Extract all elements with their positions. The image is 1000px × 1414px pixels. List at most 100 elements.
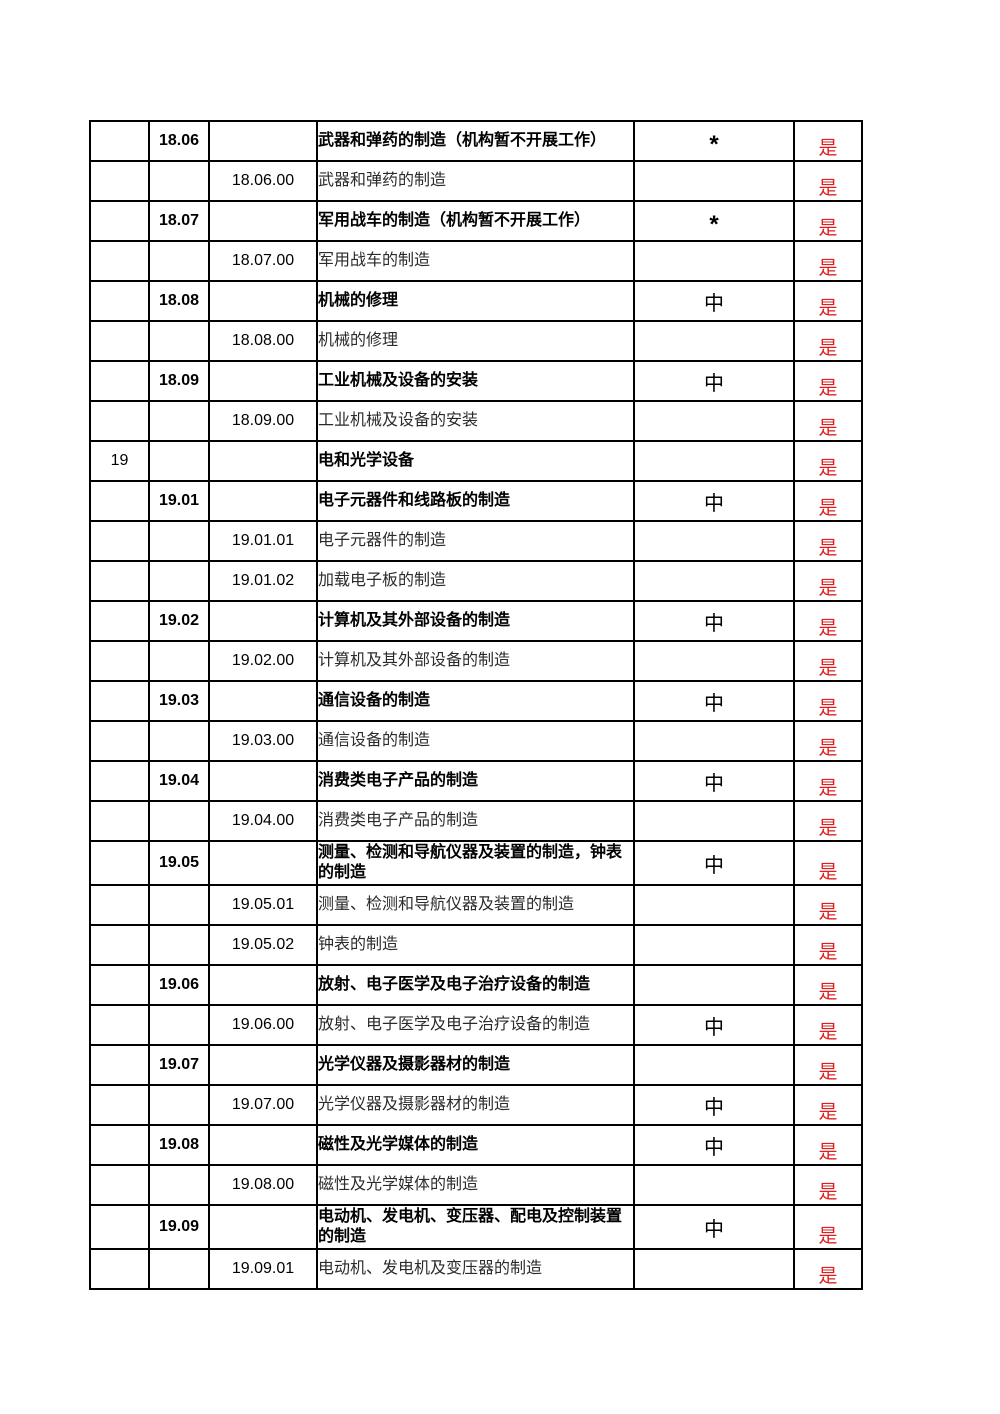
table-row: 19.02.00 计算机及其外部设备的制造 是 bbox=[89, 640, 863, 682]
applicable-flag-cell: 是 bbox=[793, 480, 863, 522]
applicable-flag-cell: 是 bbox=[793, 560, 863, 602]
description-cell: 工业机械及设备的安装 bbox=[316, 360, 635, 402]
subcategory-code-cell: 19.02.00 bbox=[208, 640, 318, 682]
subcategory-code-cell bbox=[208, 964, 318, 1006]
section-code-cell bbox=[89, 400, 150, 442]
category-code-cell bbox=[148, 640, 210, 682]
risk-level-cell bbox=[633, 800, 795, 842]
table-row: 19.04 消费类电子产品的制造 中 是 bbox=[89, 760, 863, 802]
description-cell: 消费类电子产品的制造 bbox=[316, 760, 635, 802]
table-row: 19.01.02 加载电子板的制造 是 bbox=[89, 560, 863, 602]
section-code-cell bbox=[89, 964, 150, 1006]
subcategory-code-cell bbox=[208, 840, 318, 886]
table-row: 19.01.01 电子元器件的制造 是 bbox=[89, 520, 863, 562]
description-cell: 军用战车的制造（机构暂不开展工作） bbox=[316, 200, 635, 242]
table-row: 18.07 军用战车的制造（机构暂不开展工作） * 是 bbox=[89, 200, 863, 242]
category-code-cell bbox=[148, 1004, 210, 1046]
category-code-cell: 18.06 bbox=[148, 120, 210, 162]
risk-level-cell bbox=[633, 964, 795, 1006]
description-cell: 电动机、发电机及变压器的制造 bbox=[316, 1248, 635, 1290]
category-code-cell: 19.03 bbox=[148, 680, 210, 722]
description-cell: 消费类电子产品的制造 bbox=[316, 800, 635, 842]
applicable-flag-cell: 是 bbox=[793, 1248, 863, 1290]
risk-level-cell bbox=[633, 1044, 795, 1086]
category-code-cell bbox=[148, 560, 210, 602]
description-cell: 工业机械及设备的安装 bbox=[316, 400, 635, 442]
subcategory-code-cell bbox=[208, 1204, 318, 1250]
subcategory-code-cell bbox=[208, 120, 318, 162]
description-cell: 武器和弹药的制造 bbox=[316, 160, 635, 202]
category-code-cell bbox=[148, 1248, 210, 1290]
description-cell: 测量、检测和导航仪器及装置的制造 bbox=[316, 884, 635, 926]
table-row: 19.02 计算机及其外部设备的制造 中 是 bbox=[89, 600, 863, 642]
subcategory-code-cell bbox=[208, 280, 318, 322]
applicable-flag-cell: 是 bbox=[793, 1204, 863, 1250]
section-code-cell bbox=[89, 840, 150, 886]
table-row: 19.05.02 钟表的制造 是 bbox=[89, 924, 863, 966]
category-code-cell bbox=[148, 884, 210, 926]
subcategory-code-cell: 19.06.00 bbox=[208, 1004, 318, 1046]
table-row: 19.09 电动机、发电机、变压器、配电及控制装置的制造 中 是 bbox=[89, 1204, 863, 1250]
description-cell: 电子元器件的制造 bbox=[316, 520, 635, 562]
risk-level-cell: * bbox=[633, 120, 795, 162]
risk-level-cell bbox=[633, 560, 795, 602]
section-code-cell bbox=[89, 600, 150, 642]
section-code-cell bbox=[89, 280, 150, 322]
table-row: 18.08.00 机械的修理 是 bbox=[89, 320, 863, 362]
risk-level-cell: 中 bbox=[633, 680, 795, 722]
description-cell: 军用战车的制造 bbox=[316, 240, 635, 282]
description-cell: 电子元器件和线路板的制造 bbox=[316, 480, 635, 522]
applicable-flag-cell: 是 bbox=[793, 520, 863, 562]
description-cell: 加载电子板的制造 bbox=[316, 560, 635, 602]
applicable-flag-cell: 是 bbox=[793, 400, 863, 442]
risk-level-cell bbox=[633, 240, 795, 282]
category-code-cell: 18.07 bbox=[148, 200, 210, 242]
category-code-cell bbox=[148, 1084, 210, 1126]
applicable-flag-cell: 是 bbox=[793, 440, 863, 482]
risk-level-cell bbox=[633, 1164, 795, 1206]
subcategory-code-cell: 19.07.00 bbox=[208, 1084, 318, 1126]
category-code-cell: 18.08 bbox=[148, 280, 210, 322]
description-cell: 计算机及其外部设备的制造 bbox=[316, 600, 635, 642]
section-code-cell bbox=[89, 1204, 150, 1250]
category-code-cell: 19.09 bbox=[148, 1204, 210, 1250]
risk-level-cell bbox=[633, 520, 795, 562]
description-cell: 光学仪器及摄影器材的制造 bbox=[316, 1044, 635, 1086]
section-code-cell bbox=[89, 1248, 150, 1290]
subcategory-code-cell: 19.09.01 bbox=[208, 1248, 318, 1290]
applicable-flag-cell: 是 bbox=[793, 1044, 863, 1086]
table-row: 19.07.00 光学仪器及摄影器材的制造 中 是 bbox=[89, 1084, 863, 1126]
subcategory-code-cell: 19.05.01 bbox=[208, 884, 318, 926]
section-code-cell bbox=[89, 1084, 150, 1126]
subcategory-code-cell: 19.04.00 bbox=[208, 800, 318, 842]
risk-level-cell: 中 bbox=[633, 1124, 795, 1166]
applicable-flag-cell: 是 bbox=[793, 1124, 863, 1166]
risk-level-cell bbox=[633, 160, 795, 202]
subcategory-code-cell: 19.08.00 bbox=[208, 1164, 318, 1206]
description-cell: 通信设备的制造 bbox=[316, 680, 635, 722]
category-code-cell bbox=[148, 440, 210, 482]
section-code-cell bbox=[89, 120, 150, 162]
applicable-flag-cell: 是 bbox=[793, 360, 863, 402]
applicable-flag-cell: 是 bbox=[793, 840, 863, 886]
category-code-cell: 19.06 bbox=[148, 964, 210, 1006]
table-row: 19.03.00 通信设备的制造 是 bbox=[89, 720, 863, 762]
table-row: 19.05.01 测量、检测和导航仪器及装置的制造 是 bbox=[89, 884, 863, 926]
subcategory-code-cell bbox=[208, 760, 318, 802]
section-code-cell bbox=[89, 924, 150, 966]
subcategory-code-cell: 18.07.00 bbox=[208, 240, 318, 282]
risk-level-cell: 中 bbox=[633, 360, 795, 402]
applicable-flag-cell: 是 bbox=[793, 1084, 863, 1126]
description-cell: 通信设备的制造 bbox=[316, 720, 635, 762]
subcategory-code-cell: 18.08.00 bbox=[208, 320, 318, 362]
section-code-cell bbox=[89, 320, 150, 362]
table-row: 18.06 武器和弹药的制造（机构暂不开展工作） * 是 bbox=[89, 120, 863, 162]
applicable-flag-cell: 是 bbox=[793, 600, 863, 642]
subcategory-code-cell: 19.01.02 bbox=[208, 560, 318, 602]
description-cell: 测量、检测和导航仪器及装置的制造，钟表的制造 bbox=[316, 840, 635, 886]
risk-level-cell bbox=[633, 640, 795, 682]
section-code-cell bbox=[89, 520, 150, 562]
applicable-flag-cell: 是 bbox=[793, 964, 863, 1006]
description-cell: 机械的修理 bbox=[316, 320, 635, 362]
description-cell: 磁性及光学媒体的制造 bbox=[316, 1124, 635, 1166]
